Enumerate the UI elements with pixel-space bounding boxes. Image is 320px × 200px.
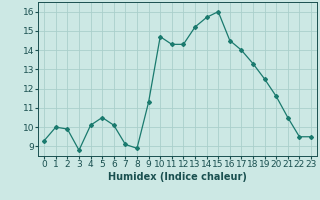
X-axis label: Humidex (Indice chaleur): Humidex (Indice chaleur) xyxy=(108,172,247,182)
